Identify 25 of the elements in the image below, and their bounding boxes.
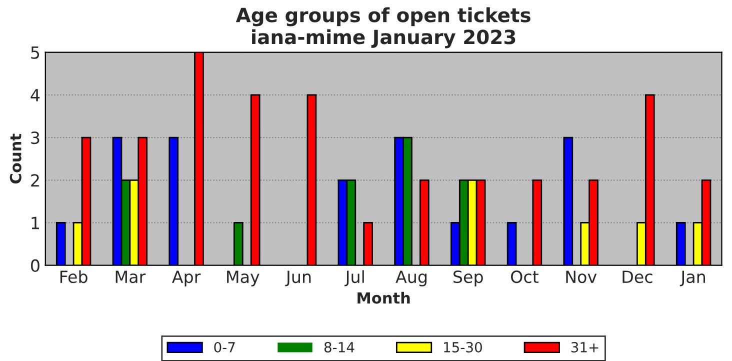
- legend-label: 15-30: [444, 342, 482, 352]
- y-tick-label: 3: [31, 132, 40, 144]
- x-tick-label: Mar: [116, 270, 146, 284]
- legend-label: 8-14: [324, 342, 354, 352]
- y-tick-label: 5: [31, 46, 40, 59]
- x-tick-label: Jun: [285, 270, 311, 286]
- chart-title: Age groups of open tickets iana-mime January 2023: [236, 7, 530, 48]
- x-tick-label: Nov: [566, 270, 597, 284]
- y-axis-title: Count: [10, 134, 22, 184]
- x-tick-label: Dec: [622, 270, 652, 284]
- y-tick-label: 2: [31, 174, 39, 186]
- x-tick-label: Feb: [60, 270, 88, 284]
- y-tick-label: 1: [32, 216, 39, 230]
- x-tick-label: Apr: [172, 270, 201, 286]
- x-tick-label: Aug: [396, 270, 427, 286]
- legend-label: 31+: [571, 342, 598, 352]
- x-tick-label: Sep: [454, 270, 483, 286]
- x-axis-title: Month: [358, 292, 410, 304]
- x-tick-label: Jan: [680, 270, 705, 286]
- x-tick-label: Jul: [344, 270, 364, 286]
- x-tick-label: Oct: [511, 270, 538, 284]
- legend-label: 0-7: [214, 342, 235, 352]
- y-tick-label: 0: [31, 259, 40, 272]
- y-tick-label: 4: [30, 89, 40, 102]
- x-tick-label: May: [227, 270, 260, 286]
